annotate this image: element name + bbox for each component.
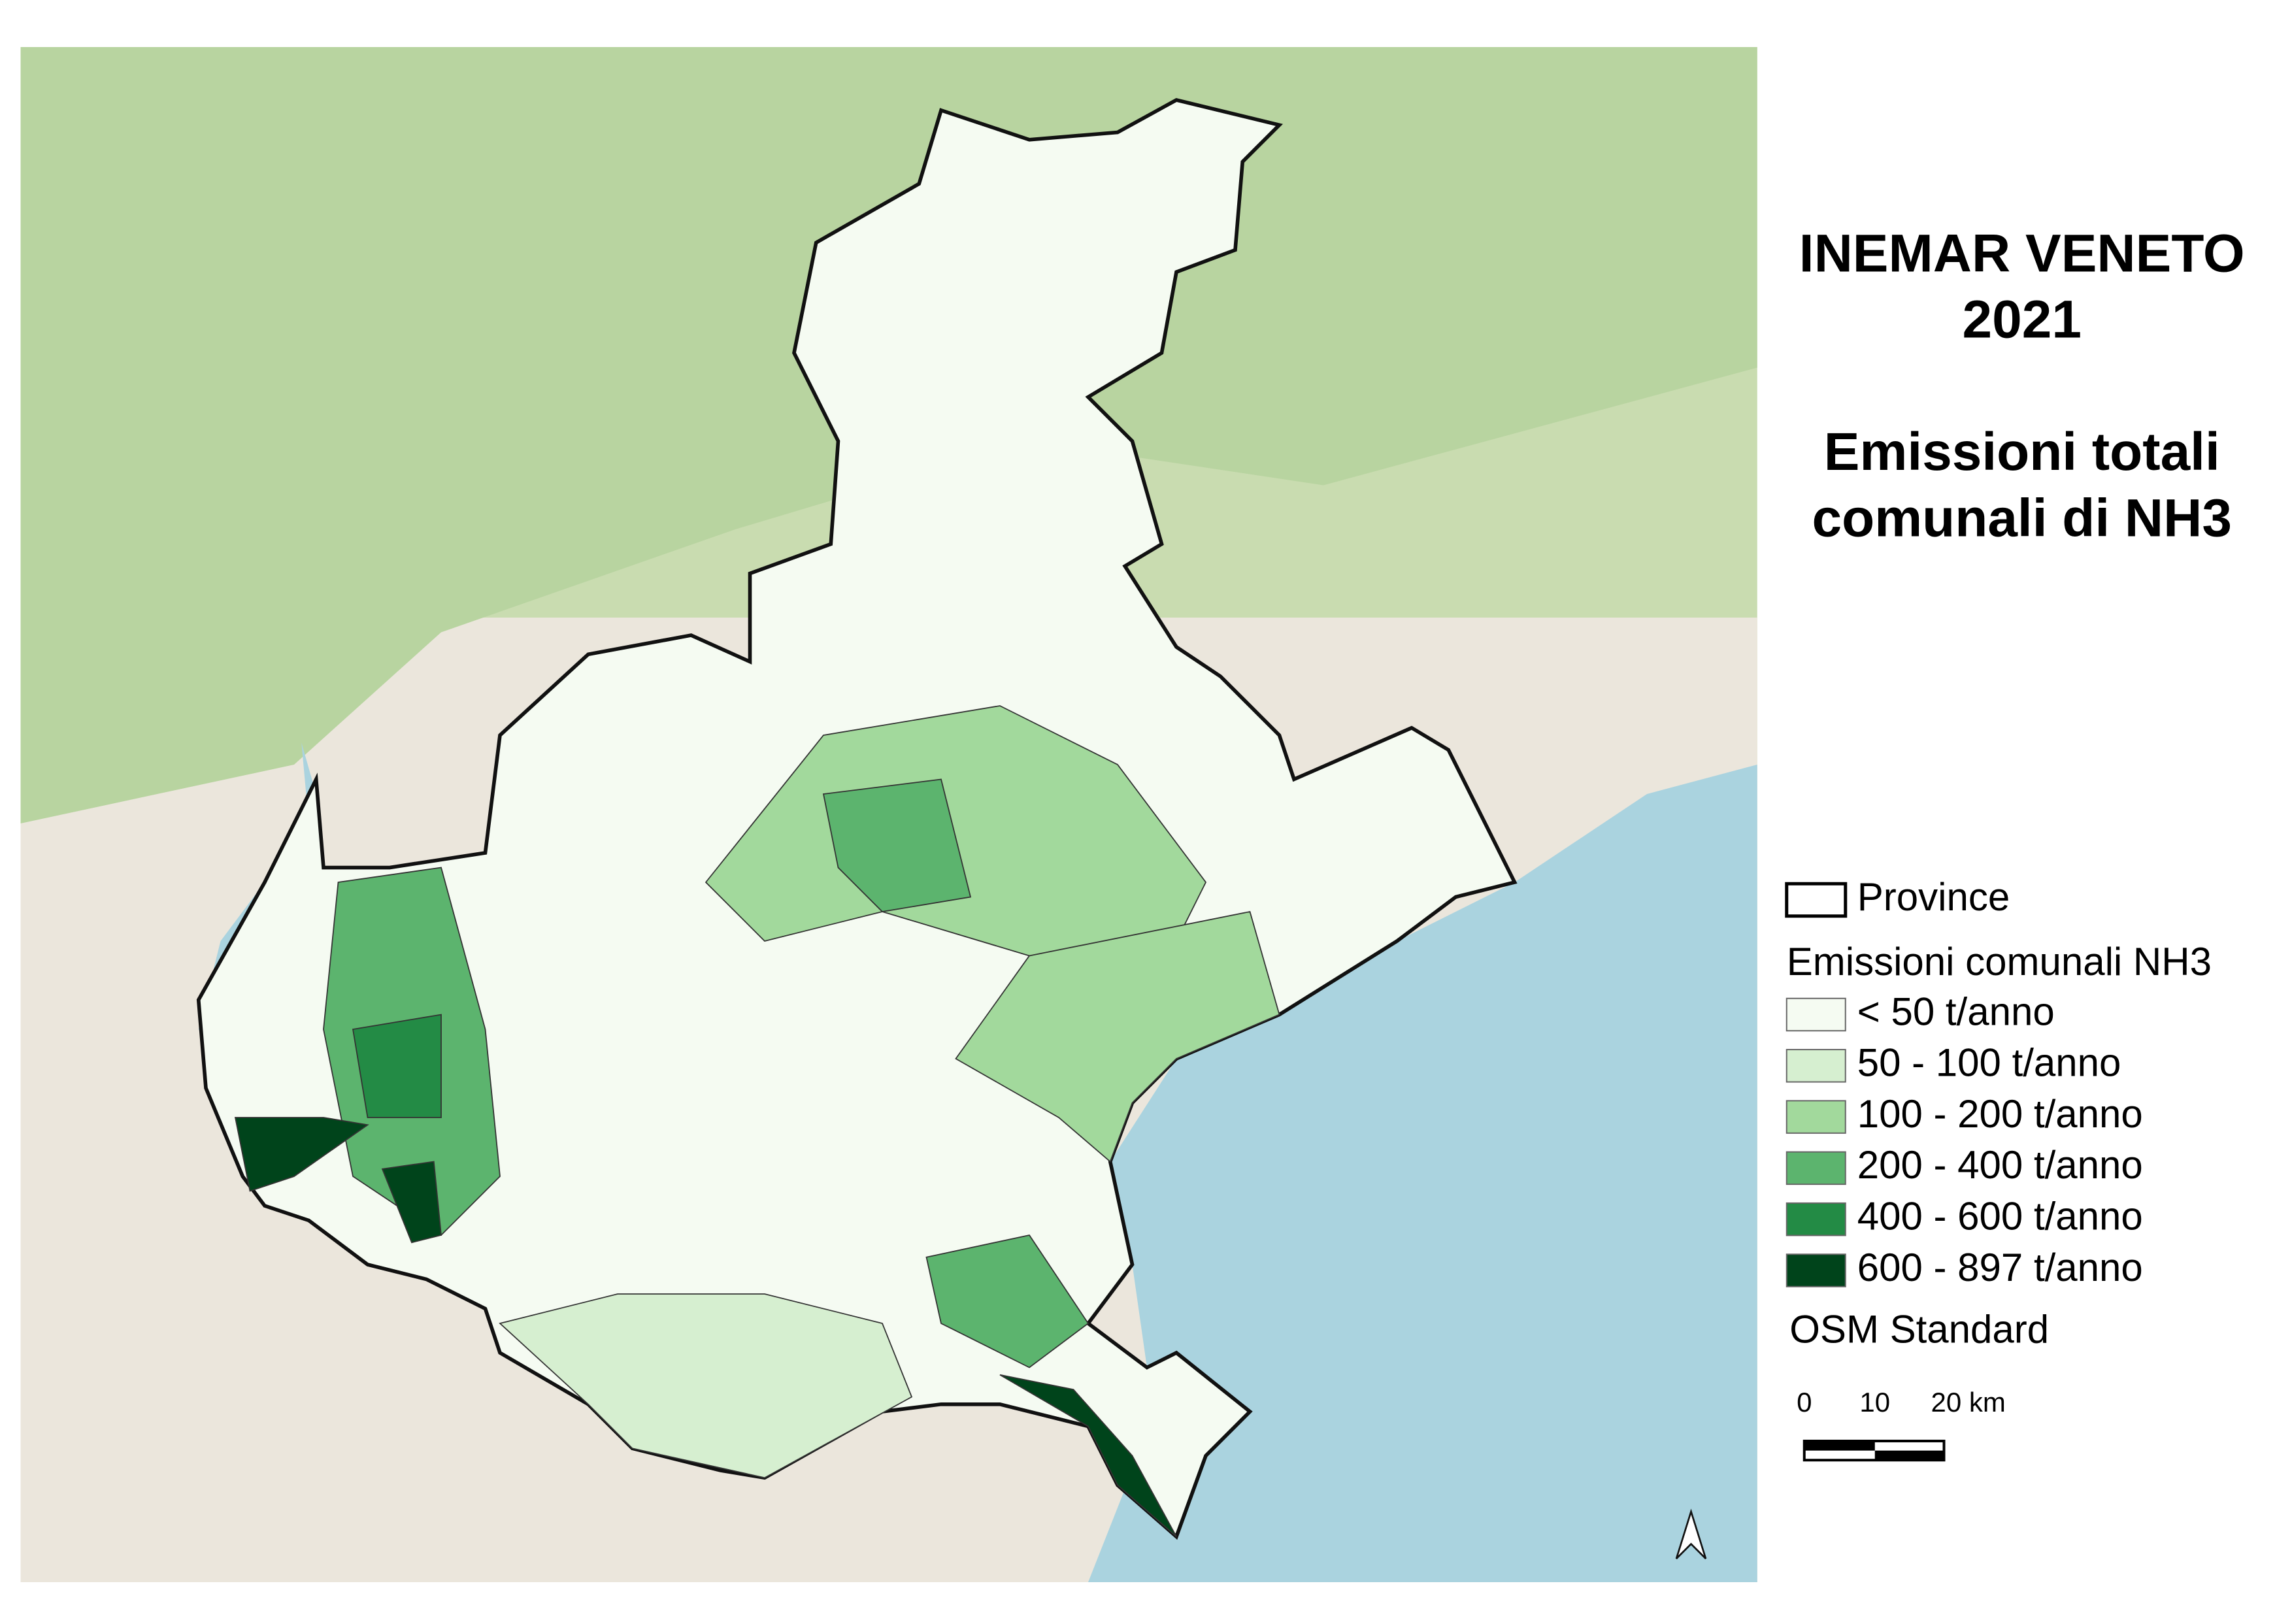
legend-label: 100 - 200 t/anno (1857, 1092, 2143, 1136)
municipalities-low (499, 1293, 913, 1479)
legend-label: < 50 t/anno (1857, 989, 2055, 1033)
legend-swatch (1785, 997, 1846, 1032)
legend-title: Emissioni comunali NH3 (1787, 940, 2212, 984)
legend-basemap: OSM Standard (1789, 1307, 2049, 1351)
municipalities-very-high (352, 1014, 442, 1118)
scale-label: 20 km (1931, 1387, 2006, 1417)
scale-bar-segment (1804, 1441, 1875, 1451)
title-line: 2021 (1963, 290, 2082, 350)
legend-swatch (1785, 882, 1848, 918)
municipalities-mid (955, 910, 1280, 1163)
sea (1088, 765, 1757, 1582)
municipalities-high (822, 778, 972, 912)
municipalities-max (234, 1117, 369, 1192)
title-line: INEMAR VENETO (1799, 224, 2245, 283)
legend-swatch (1785, 1151, 1846, 1185)
north-arrow (1675, 1508, 1707, 1559)
legend: Province Emissioni comunali NH3 < 50 t/ann… (1785, 875, 2212, 1462)
municipalities-high (925, 1234, 1089, 1368)
scale-label: 0 (1797, 1387, 1812, 1417)
map-frame (20, 47, 1757, 1582)
legend-swatch (1785, 1202, 1846, 1236)
legend-swatch (1785, 1049, 1846, 1083)
legend-label: 200 - 400 t/anno (1857, 1143, 2143, 1187)
legend-swatch (1785, 1253, 1846, 1287)
legend-label: Province (1857, 875, 2010, 919)
legend-label: 600 - 897 t/anno (1857, 1246, 2143, 1289)
legend-label: 50 - 100 t/anno (1857, 1041, 2121, 1085)
title-line: comunali di NH3 (1812, 488, 2232, 548)
municipalities-max (999, 1374, 1177, 1537)
title-block: INEMAR VENETO 2021 Emissioni totalicomunal… (1799, 224, 2245, 548)
legend-label: 400 - 600 t/anno (1857, 1195, 2143, 1238)
scale-label: 10 (1859, 1387, 1890, 1417)
scale-bar-segment (1874, 1450, 1944, 1461)
title-line: Emissioni totali (1824, 422, 2220, 482)
legend-swatch (1785, 1100, 1846, 1134)
municipalities-max (381, 1161, 442, 1244)
